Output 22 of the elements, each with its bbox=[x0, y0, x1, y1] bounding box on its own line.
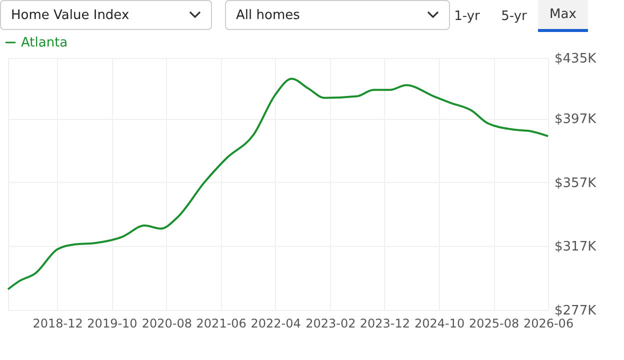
y-tick-label: $317K bbox=[554, 240, 597, 255]
line-series bbox=[7, 78, 549, 290]
x-tick-label: 2021-06 bbox=[196, 316, 246, 330]
x-tick-label: 2023-02 bbox=[306, 316, 356, 330]
legend-label: Atlanta bbox=[21, 36, 68, 50]
x-tick-label: 2024-10 bbox=[414, 316, 465, 330]
x-tick-label: 2023-12 bbox=[360, 316, 410, 330]
y-tick-label: $277K bbox=[554, 304, 597, 318]
y-tick-label: $397K bbox=[554, 112, 597, 128]
x-tick-label: 2022-04 bbox=[250, 316, 301, 330]
x-tick-label: 2018-12 bbox=[32, 316, 83, 330]
text: 1-yr bbox=[453, 8, 481, 26]
x-tick-label: 2020-08 bbox=[142, 316, 192, 330]
x-tick-label: 2019-10 bbox=[87, 316, 138, 330]
text: Home Value Index bbox=[11, 8, 130, 22]
x-tick-label: 2026-06 bbox=[523, 316, 574, 330]
y-tick-label: $357K bbox=[554, 176, 597, 191]
text: All homes bbox=[236, 8, 300, 22]
text: Max bbox=[538, 0, 588, 32]
y-tick-label: $435K bbox=[554, 52, 597, 66]
x-tick-label: 2025-08 bbox=[468, 316, 520, 330]
text: 5-yr bbox=[500, 8, 528, 26]
